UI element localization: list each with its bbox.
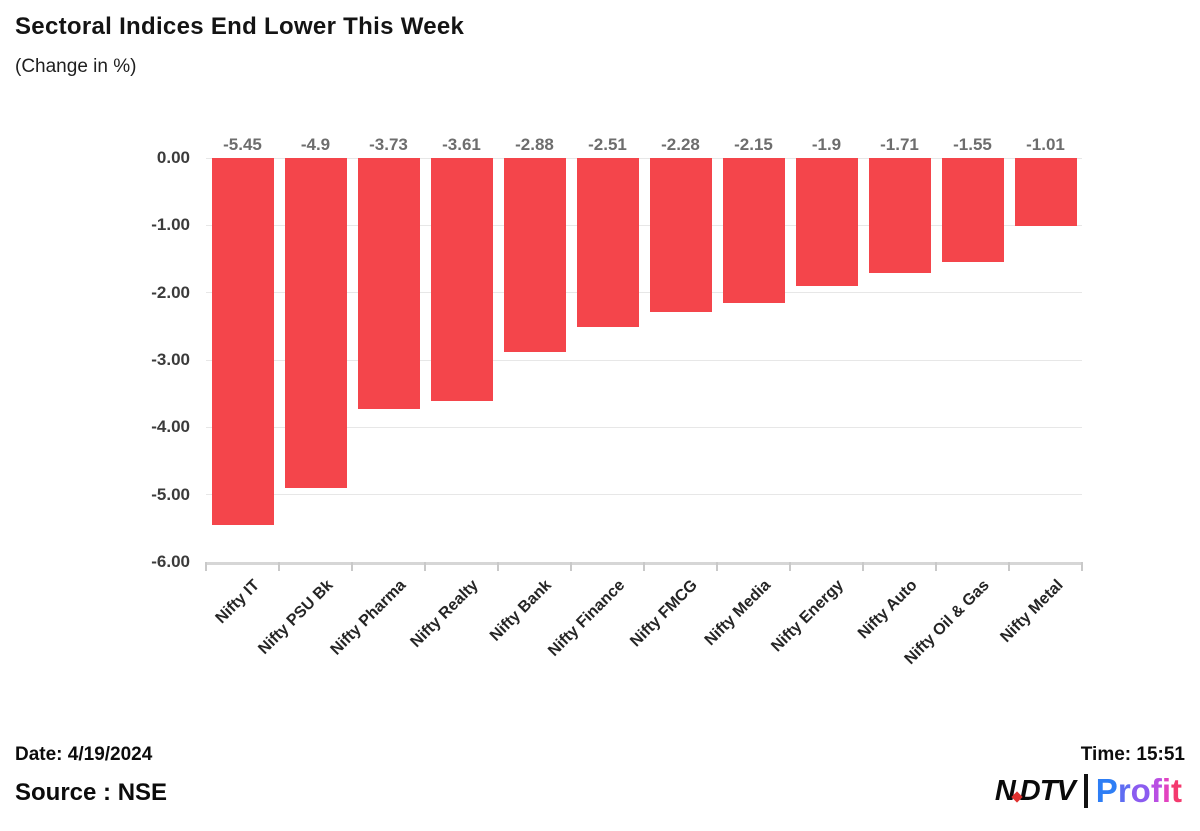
logo-separator-bar bbox=[1083, 774, 1088, 808]
profit-letter: r bbox=[1117, 772, 1131, 809]
bar-nifty-finance bbox=[576, 158, 639, 327]
x-axis-tick bbox=[497, 562, 499, 571]
y-axis-tick-label: 0.00 bbox=[156, 148, 190, 167]
x-axis-tick bbox=[1008, 562, 1010, 571]
x-axis-label: Nifty PSU Bk bbox=[255, 576, 337, 658]
x-axis-tick bbox=[716, 562, 718, 571]
date-label: Date: 4/19/2024 bbox=[15, 744, 153, 765]
x-axis-tick bbox=[1081, 562, 1083, 571]
x-axis-label: Nifty IT bbox=[212, 576, 264, 628]
x-axis-label: Nifty FMCG bbox=[627, 576, 702, 651]
bar-nifty-metal bbox=[1014, 158, 1077, 226]
x-axis-tick bbox=[424, 562, 426, 571]
bar-value-label: -2.28 bbox=[661, 135, 700, 154]
bar-value-label: -1.01 bbox=[1026, 135, 1065, 154]
ndtv-n: N bbox=[994, 774, 1016, 807]
bar-nifty-pharma bbox=[357, 158, 420, 410]
bar-nifty-bank bbox=[503, 158, 566, 352]
profit-letter: o bbox=[1130, 772, 1151, 809]
x-axis-tick bbox=[351, 562, 353, 571]
x-axis-label: Nifty Media bbox=[701, 576, 775, 650]
bar-value-label: -2.88 bbox=[515, 135, 554, 154]
bar-value-label: -3.61 bbox=[442, 135, 481, 154]
profit-letter: t bbox=[1171, 772, 1182, 809]
ndtv-profit-logo: N DTV Profit bbox=[995, 772, 1182, 810]
ndtv-dtv: DTV bbox=[1019, 774, 1076, 807]
y-gridline bbox=[206, 157, 1082, 159]
time-label: Time: 15:51 bbox=[1080, 744, 1185, 765]
x-axis-tick bbox=[570, 562, 572, 571]
bar-value-label: -2.51 bbox=[588, 135, 627, 154]
bar-value-label: -1.71 bbox=[880, 135, 919, 154]
x-axis-tick bbox=[789, 562, 791, 571]
bar-value-label: -2.15 bbox=[734, 135, 773, 154]
x-axis-label: Nifty Auto bbox=[854, 576, 921, 643]
bar-nifty-psu-bk bbox=[284, 158, 347, 488]
x-axis-label: Nifty Finance bbox=[545, 576, 629, 660]
bar-value-label: -3.73 bbox=[369, 135, 408, 154]
bar-value-label: -5.45 bbox=[223, 135, 262, 154]
x-axis-tick bbox=[935, 562, 937, 571]
bar-value-label: -1.55 bbox=[953, 135, 992, 154]
bar-value-label: -1.9 bbox=[811, 135, 842, 154]
y-axis-tick-label: -5.00 bbox=[151, 484, 190, 504]
x-axis-label: Nifty Metal bbox=[996, 576, 1067, 646]
y-gridline bbox=[206, 359, 1082, 361]
bar-value-label: -4.9 bbox=[300, 135, 331, 154]
y-axis-tick-label: -3.00 bbox=[151, 350, 190, 369]
x-axis-label: Nifty Realty bbox=[407, 576, 483, 651]
x-axis-tick bbox=[205, 562, 207, 571]
x-axis-label: Nifty Bank bbox=[487, 576, 556, 645]
source-label: Source : NSE bbox=[15, 779, 168, 806]
ndtv-logo-text: N DTV bbox=[994, 774, 1076, 808]
chart-subtitle: (Change in %) bbox=[15, 56, 137, 77]
x-axis-label: Nifty Energy bbox=[768, 576, 848, 656]
bar-nifty-oil-gas bbox=[941, 158, 1004, 263]
bar-nifty-media bbox=[722, 158, 785, 303]
bar-nifty-fmcg bbox=[649, 158, 712, 312]
y-gridline bbox=[206, 494, 1082, 496]
y-gridline bbox=[206, 224, 1082, 226]
profit-letter: f bbox=[1150, 772, 1162, 809]
bar-nifty-auto bbox=[868, 158, 931, 274]
profit-letter: P bbox=[1095, 772, 1118, 809]
profit-logo-text: Profit bbox=[1096, 772, 1182, 810]
x-axis-tick bbox=[278, 562, 280, 571]
x-axis-label: Nifty Pharma bbox=[327, 576, 410, 659]
bar-nifty-energy bbox=[795, 158, 858, 286]
y-gridline bbox=[206, 292, 1082, 294]
y-axis-tick-label: -4.00 bbox=[151, 417, 190, 437]
x-axis-tick bbox=[862, 562, 864, 571]
bar-nifty-realty bbox=[430, 158, 493, 402]
profit-letter: i bbox=[1161, 772, 1171, 809]
y-axis-tick-label: -2.00 bbox=[151, 282, 190, 302]
y-axis-tick-label: -6.00 bbox=[151, 552, 190, 571]
y-gridline bbox=[206, 426, 1082, 428]
y-axis-tick-label: -1.00 bbox=[151, 215, 190, 235]
bar-nifty-it bbox=[211, 158, 274, 525]
chart-title: Sectoral Indices End Lower This Week bbox=[15, 13, 465, 40]
x-axis-tick bbox=[643, 562, 645, 571]
